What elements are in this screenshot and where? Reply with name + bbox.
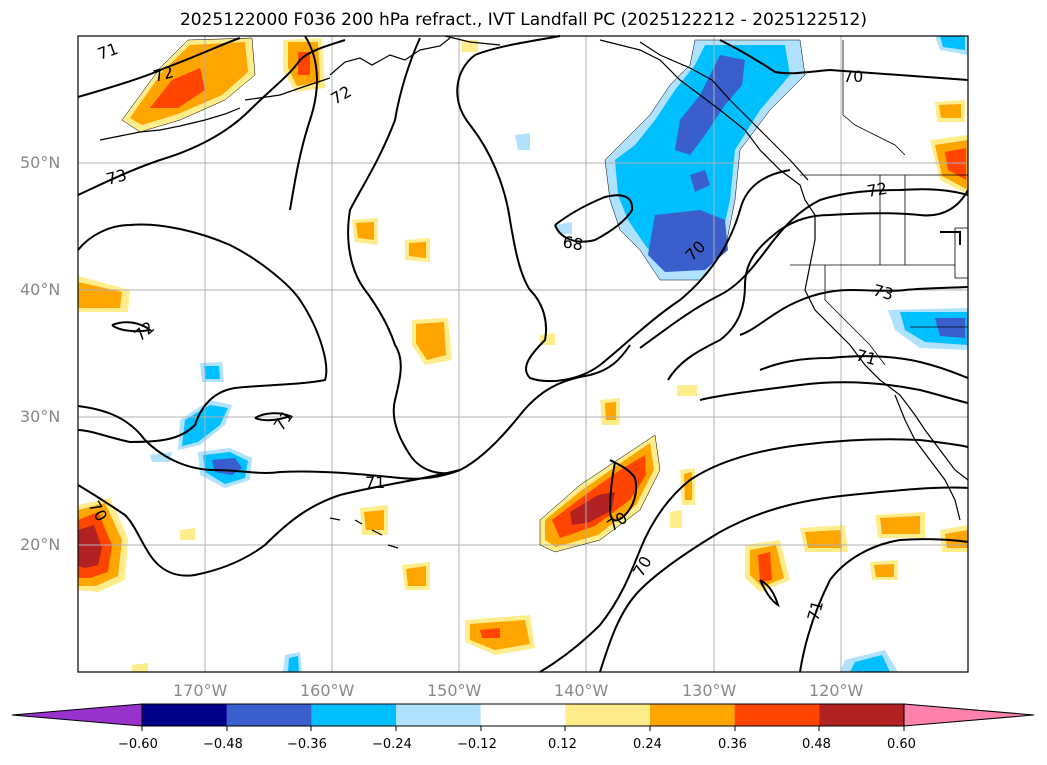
longitude-label: 160°W — [300, 681, 355, 700]
colorbar-tick-label: 0.36 — [718, 737, 747, 752]
colorbar-tick-label: 0.60 — [887, 737, 916, 752]
ivt-shaded-region — [150, 68, 205, 108]
ivt-shaded-region — [675, 55, 745, 155]
ivt-shaded-region — [288, 656, 299, 672]
colorbar-segments — [11, 703, 1035, 727]
ivt-shaded-region — [78, 282, 122, 308]
colorbar-extend-min — [11, 703, 143, 727]
ivt-shaded-region — [409, 242, 426, 258]
longitude-label: 140°W — [554, 681, 609, 700]
contour-label: 71 — [365, 473, 385, 492]
ivt-shading — [78, 36, 968, 672]
ivt-shaded-region — [204, 366, 220, 379]
contour-label: 73 — [871, 281, 896, 305]
colorbar-tick-label: −0.48 — [203, 737, 243, 752]
colorbar-tick-label: 0.48 — [802, 737, 831, 752]
gridlines — [78, 36, 968, 672]
ivt-shaded-region — [874, 564, 894, 577]
map-border — [77, 35, 969, 673]
colorbar — [11, 703, 1035, 731]
ivt-shaded-region — [78, 525, 102, 568]
ivt-shaded-region — [570, 492, 615, 525]
colorbar-extend-max — [903, 703, 1035, 727]
colorbar-border — [141, 703, 905, 727]
colorbar-tick-label: −0.24 — [372, 737, 412, 752]
ivt-shaded-region — [684, 472, 692, 500]
longitude-label: 120°W — [809, 681, 864, 700]
latitude-label: 20°N — [20, 535, 61, 554]
ivt-shaded-region — [364, 510, 384, 530]
colorbar-segment — [819, 704, 905, 726]
ivt-shaded-region — [356, 222, 374, 240]
ivt-shaded-region — [132, 663, 148, 672]
colorbar-tick-label: −0.60 — [118, 737, 158, 752]
latitude-label: 40°N — [20, 280, 61, 299]
colorbar-segment — [734, 704, 820, 726]
ivt-shaded-region — [556, 222, 572, 234]
longitude-label: 170°W — [173, 681, 228, 700]
contour-label: 70 — [843, 67, 863, 86]
colorbar-tick-label: 0.24 — [633, 737, 662, 752]
ivt-shaded-region — [615, 45, 790, 270]
ivt-shaded-region — [940, 36, 965, 50]
ivt-shaded-region — [150, 452, 172, 462]
contour-label: 73 — [104, 165, 129, 189]
ivt-shaded-region — [180, 528, 195, 540]
latitude-label: 30°N — [20, 407, 61, 426]
colorbar-segment — [226, 704, 312, 726]
ivt-shaded-region — [416, 322, 446, 360]
colorbar-segment — [142, 704, 228, 726]
ivt-shaded-region — [805, 530, 842, 548]
contour-label: 72 — [865, 179, 888, 201]
ivt-shaded-region — [515, 133, 530, 150]
longitude-label: 130°W — [682, 681, 737, 700]
shading-outlines — [121, 37, 806, 553]
ivt-shaded-region — [850, 655, 890, 672]
colorbar-segment — [650, 704, 736, 726]
ivt-shaded-region — [690, 170, 710, 192]
ivt-shaded-region — [677, 385, 697, 396]
ivt-shaded-region — [670, 510, 682, 528]
ivt-shaded-region — [880, 516, 920, 534]
ivt-shaded-region — [935, 318, 965, 338]
ivt-shaded-region — [758, 552, 772, 582]
longitude-label: 150°W — [427, 681, 482, 700]
latitude-label: 50°N — [20, 153, 61, 172]
colorbar-tick-label: −0.36 — [287, 737, 327, 752]
contour-label: 71 — [804, 598, 828, 623]
ivt-shaded-region — [939, 104, 961, 118]
ivt-shaded-region — [945, 530, 968, 548]
colorbar-tick-label: −0.12 — [457, 737, 497, 752]
coastlines — [99, 35, 969, 549]
colorbar-segment — [396, 704, 482, 726]
colorbar-segment — [480, 704, 566, 726]
ivt-shaded-region — [480, 628, 500, 638]
contour-label: 68 — [561, 232, 584, 254]
refractivity-contours — [77, 35, 969, 673]
colorbar-segment — [311, 704, 397, 726]
colorbar-tick-label: 0.12 — [548, 737, 577, 752]
ivt-shaded-region — [945, 148, 966, 180]
chart-title: 2025122000 F036 200 hPa refract., IVT La… — [179, 10, 867, 30]
map-background — [78, 36, 968, 672]
ivt-shaded-region — [406, 566, 426, 586]
contour-label: 72 — [151, 62, 176, 86]
contour-label: 71 — [854, 346, 879, 370]
ivt-shaded-region — [648, 210, 728, 272]
colorbar-ticks — [141, 726, 905, 731]
colorbar-segment — [565, 704, 651, 726]
ivt-shaded-region — [605, 402, 616, 420]
